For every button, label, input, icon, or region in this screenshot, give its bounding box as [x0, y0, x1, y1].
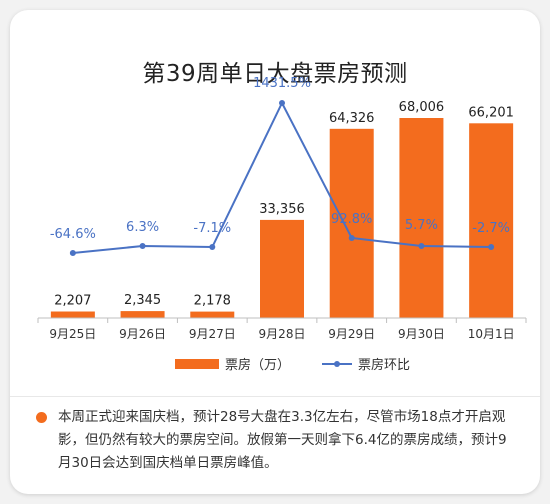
x-tick-label: 10月1日 [468, 327, 515, 341]
ratio-point [418, 243, 425, 249]
x-tick-label: 9月28日 [259, 327, 306, 341]
ratio-point [348, 235, 355, 241]
chart-title: 第39周单日大盘票房预测 [142, 61, 408, 87]
bullet-dot-icon [36, 412, 47, 423]
ratio-point [488, 244, 495, 250]
chart-legend: 票房（万） 票房环比 [175, 354, 442, 373]
bar [260, 219, 304, 318]
bar [50, 311, 95, 318]
bar [190, 311, 235, 318]
bar-value-label: 68,006 [399, 100, 445, 115]
ratio-value-label: 92.8% [331, 212, 372, 227]
bar-value-label: 2,207 [54, 294, 91, 309]
bar [120, 311, 165, 318]
note-section: 本周正式迎来国庆档，预计28号大盘在3.3亿左右，尽管市场18点才开启观影，但仍… [10, 396, 540, 495]
bar [469, 123, 514, 319]
ratio-value-label: -2.7% [472, 221, 510, 236]
bar-value-label: 33,356 [259, 202, 305, 217]
legend-swatch-bar [175, 358, 219, 369]
x-tick-label: 9月26日 [119, 327, 166, 341]
bar [329, 128, 374, 318]
ratio-point [279, 100, 285, 106]
chart-card: 第39周单日大盘票房预测 2,207 2,345 2,178 33,356 64,326… [10, 10, 540, 494]
ratio-value-label: -64.6% [50, 227, 96, 242]
note-text: 本周正式迎来国庆档，预计28号大盘在3.3亿左右，尽管市场18点才开启观影，但仍… [58, 409, 507, 471]
legend-swatch-line [322, 360, 353, 367]
legend-label-line: 票房环比 [358, 358, 411, 373]
bar-value-label: 66,201 [468, 105, 514, 120]
legend-item-line: 票房环比 [322, 354, 410, 373]
legend-label-bar: 票房（万） [225, 358, 291, 373]
x-tick-label: 9月25日 [49, 327, 96, 341]
bar-value-label: 64,326 [329, 111, 375, 126]
legend-item-bar: 票房（万） [175, 354, 290, 373]
x-tick-label: 9月30日 [398, 327, 445, 341]
ratio-value-label: 1431.5% [253, 76, 311, 91]
x-tick-label: 9月29日 [328, 327, 375, 341]
bar-value-label: 2,345 [124, 293, 161, 308]
ratio-value-label: -7.1% [193, 221, 231, 236]
ratio-value-label: 5.7% [405, 218, 438, 233]
ratio-value-label: 6.3% [126, 220, 159, 235]
ratio-point [209, 244, 216, 250]
ratio-point [139, 243, 146, 249]
x-tick-label: 9月27日 [189, 327, 236, 341]
ratio-point [69, 250, 76, 256]
bar [399, 118, 444, 318]
bar-value-label: 2,178 [194, 294, 231, 309]
